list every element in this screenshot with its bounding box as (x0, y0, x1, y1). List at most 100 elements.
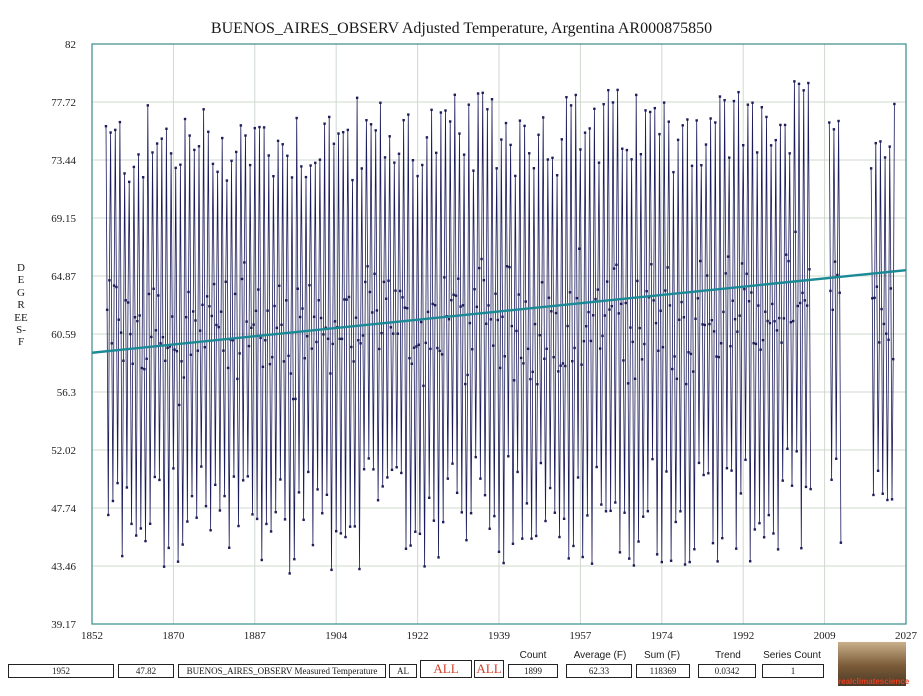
data-point (668, 304, 672, 307)
data-point (776, 548, 780, 551)
data-point (502, 561, 505, 565)
data-point (351, 178, 354, 182)
data-point (216, 170, 219, 174)
data-point (751, 101, 754, 104)
data-point (578, 247, 581, 250)
x-tick-label: 1992 (732, 630, 754, 640)
data-point (300, 165, 303, 168)
data-point (162, 565, 166, 568)
data-point (529, 377, 532, 381)
x-tick-label: 2027 (895, 630, 918, 640)
data-point (167, 546, 170, 550)
data-point (788, 152, 791, 155)
data-point (140, 366, 144, 370)
data-point (323, 122, 326, 125)
data-point (790, 484, 794, 487)
data-point (128, 180, 131, 184)
data-point (402, 118, 405, 122)
data-point (582, 339, 586, 343)
data-point (480, 257, 483, 261)
data-point (632, 564, 636, 567)
data-point (357, 339, 360, 342)
all-button-2[interactable]: ALL (474, 660, 504, 678)
all-button-1[interactable]: ALL (420, 660, 472, 678)
data-point (804, 485, 808, 489)
data-point (715, 355, 718, 358)
data-point (405, 306, 409, 310)
data-point (195, 516, 198, 519)
data-point (544, 519, 547, 523)
data-point (344, 535, 347, 539)
x-tick-label: 1974 (651, 630, 674, 640)
data-point (783, 123, 787, 127)
data-point (428, 496, 431, 500)
state-field[interactable]: AL (389, 664, 417, 678)
data-point (510, 324, 513, 328)
data-point (558, 535, 561, 539)
data-point (455, 491, 459, 495)
data-point (258, 125, 261, 129)
data-point (540, 281, 544, 284)
data-point (619, 302, 623, 306)
data-point (693, 548, 696, 551)
year-field[interactable]: 1952 (8, 664, 114, 678)
data-point (532, 167, 536, 170)
data-point (211, 162, 215, 166)
data-point (255, 517, 259, 521)
data-point (390, 468, 394, 472)
data-point (422, 384, 425, 388)
data-point (287, 354, 290, 357)
data-point (639, 152, 643, 156)
data-point (186, 520, 189, 523)
data-point (376, 499, 380, 502)
x-tick-label: 1957 (569, 630, 592, 640)
series-name-field[interactable]: BUENOS_AIRES_OBSERV Measured Temperature (178, 664, 386, 678)
data-point (655, 553, 659, 556)
data-point (672, 170, 675, 174)
data-point (358, 567, 361, 571)
data-point (786, 447, 789, 450)
data-point (471, 348, 474, 351)
data-point (498, 366, 502, 370)
data-point (418, 532, 422, 536)
data-point (746, 103, 750, 106)
data-point (464, 382, 467, 386)
data-point (261, 365, 265, 369)
data-point (503, 355, 507, 358)
data-point (289, 372, 293, 375)
data-point (809, 487, 812, 491)
data-point (779, 123, 782, 127)
data-point (461, 304, 465, 307)
data-point (178, 403, 181, 407)
data-point (575, 296, 579, 300)
data-point (633, 377, 637, 381)
data-point (519, 356, 523, 360)
data-point (650, 263, 653, 266)
data-point (565, 95, 568, 99)
data-point (760, 106, 764, 109)
data-point (433, 304, 437, 307)
data-point (419, 320, 423, 324)
data-point (373, 272, 376, 276)
data-point (740, 262, 744, 265)
trend-field: 0.0342 (698, 664, 756, 678)
data-point (516, 470, 519, 474)
sum-field: 118369 (636, 664, 690, 678)
data-point (339, 532, 343, 535)
data-point (111, 499, 115, 503)
data-point (444, 109, 447, 112)
value-field[interactable]: 47.82 (118, 664, 174, 678)
data-point (869, 167, 873, 170)
data-point (754, 342, 758, 346)
data-point (533, 322, 537, 326)
data-point (208, 305, 211, 308)
data-point (225, 179, 229, 182)
data-point (374, 129, 377, 132)
data-point (553, 511, 557, 514)
data-point (231, 339, 234, 342)
data-point (337, 132, 340, 135)
average-label: Average (F) (573, 650, 627, 661)
data-point (116, 481, 119, 485)
data-point (687, 351, 690, 354)
data-point (683, 563, 687, 566)
